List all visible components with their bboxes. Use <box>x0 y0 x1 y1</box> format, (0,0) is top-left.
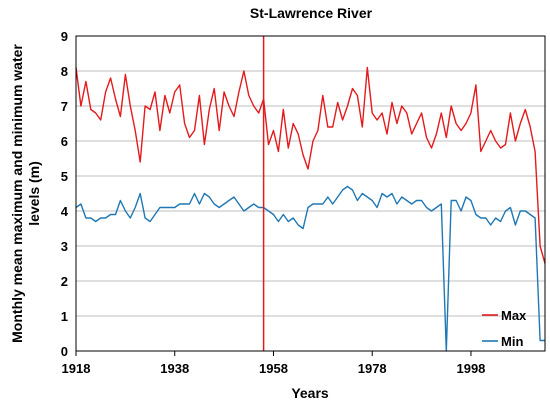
plot-area-border <box>75 35 546 352</box>
y-tick-5: 5 <box>61 169 68 184</box>
y-tick-labels: 0 1 2 3 4 5 6 7 8 9 <box>61 29 69 359</box>
y-tick-9: 9 <box>61 29 68 44</box>
y-axis-label-line-1: Monthly mean maximum and minimum water <box>9 44 25 343</box>
y-axis-label-text: Monthly mean maximum and minimum waterle… <box>9 44 42 343</box>
y-tick-3: 3 <box>61 239 68 254</box>
y-tick-1: 1 <box>61 309 68 324</box>
y-axis-label-line-2: levels (m) <box>26 161 42 226</box>
gridlines <box>76 70 545 317</box>
series-line-min <box>75 185 545 352</box>
x-tick-1938: 1938 <box>160 361 189 376</box>
x-tick-1918: 1918 <box>62 361 91 376</box>
series-lines <box>75 66 546 352</box>
y-tick-7: 7 <box>61 99 68 114</box>
legend-label-max: Max <box>501 308 527 323</box>
x-tick-1998: 1998 <box>456 361 485 376</box>
y-tick-0: 0 <box>61 344 68 359</box>
legend: Max Min <box>482 308 527 349</box>
x-tick-1958: 1958 <box>259 361 288 376</box>
x-axis-label: Years <box>291 385 329 401</box>
legend-label-min: Min <box>501 334 523 349</box>
y-axis-label: Monthly mean maximum and minimum waterle… <box>9 44 42 343</box>
y-tick-2: 2 <box>61 274 68 289</box>
x-tick-1978: 1978 <box>358 361 387 376</box>
y-tick-8: 8 <box>61 64 68 79</box>
x-tick-labels: 1918 1938 1958 1978 1998 <box>62 351 485 376</box>
y-tick-6: 6 <box>61 134 68 149</box>
series-line-max <box>75 66 546 264</box>
y-tick-4: 4 <box>61 204 69 219</box>
chart-title: St-Lawrence River <box>250 5 373 21</box>
